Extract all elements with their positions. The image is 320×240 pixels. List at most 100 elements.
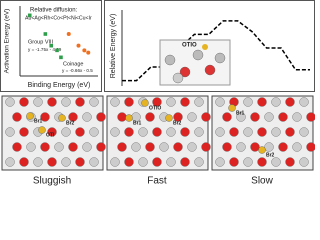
atom (12, 112, 22, 122)
panel-caption: Fast (147, 176, 167, 187)
atom (243, 97, 253, 107)
atom (124, 97, 134, 107)
atom (180, 97, 190, 107)
atom (26, 112, 34, 120)
atom (173, 112, 183, 122)
atom (152, 97, 162, 107)
atom (164, 54, 176, 66)
atom (222, 142, 232, 152)
atom (173, 142, 183, 152)
atom (47, 127, 57, 137)
atom (89, 97, 99, 107)
atom (19, 127, 29, 137)
legend-label: Coinage (63, 61, 84, 67)
point (82, 48, 87, 53)
atom (5, 97, 15, 107)
atom (258, 146, 266, 154)
atom (89, 127, 99, 137)
panel-caption: Slow (251, 176, 273, 187)
atom (26, 142, 36, 152)
atom (236, 142, 246, 152)
atom (159, 142, 169, 152)
atom (243, 127, 253, 137)
atom (264, 112, 274, 122)
atom (179, 66, 191, 78)
atom (192, 49, 204, 61)
atom-label: Br2 (66, 120, 75, 126)
point (59, 55, 63, 60)
atom (61, 97, 71, 107)
y-axis-label: Relative Energy (eV) (110, 14, 117, 79)
atom (61, 127, 71, 137)
atom (180, 157, 190, 167)
atom (131, 142, 141, 152)
atom (166, 127, 176, 137)
atom (33, 97, 43, 107)
atom (250, 142, 260, 152)
atom (201, 112, 211, 122)
inset-label: OTIO (182, 43, 197, 49)
atom (54, 142, 64, 152)
atom (257, 157, 267, 167)
atom (141, 99, 149, 107)
atom (271, 97, 281, 107)
atom (204, 64, 216, 76)
atom-label: Br2 (173, 120, 182, 126)
atom (12, 142, 22, 152)
atom (194, 97, 204, 107)
atom (58, 114, 66, 122)
atom (194, 157, 204, 167)
atom-label: OTI (46, 132, 55, 138)
atom (38, 126, 46, 134)
y-axis-label: Activation Energy (eV) (4, 9, 11, 74)
atom (117, 112, 127, 122)
annotation: y = -1.75x - 4.09 (28, 47, 62, 52)
atom (250, 112, 260, 122)
atom (152, 127, 162, 137)
atom (236, 112, 246, 122)
atom (124, 157, 134, 167)
atom (292, 142, 302, 152)
atom (299, 127, 309, 137)
atom (110, 97, 120, 107)
atom (40, 112, 50, 122)
atom (75, 127, 85, 137)
atom (138, 157, 148, 167)
point (66, 32, 71, 36)
atom-label: Br1 (34, 118, 43, 124)
atom (215, 127, 225, 137)
atom-label: Br1 (133, 120, 142, 126)
atom (278, 142, 288, 152)
x-axis-label: Binding Energy (eV) (28, 82, 91, 89)
atom (229, 127, 239, 137)
atom (264, 142, 274, 152)
atom (82, 142, 92, 152)
annotation: y = -0.66x - 0.5 (62, 68, 93, 73)
atom (299, 97, 309, 107)
atom-label: OTIO (149, 105, 161, 111)
point (86, 50, 91, 55)
atom (47, 157, 57, 167)
atom (187, 112, 197, 122)
atom (285, 157, 295, 167)
atom (96, 112, 106, 122)
atom (257, 127, 267, 137)
atom (75, 157, 85, 167)
atom (172, 72, 184, 84)
atom (19, 157, 29, 167)
inset (159, 39, 231, 86)
atom (166, 97, 176, 107)
atom (33, 157, 43, 167)
energy-line (122, 20, 310, 82)
point (49, 43, 53, 48)
atom (271, 127, 281, 137)
atom (68, 142, 78, 152)
panel-caption: Sluggish (33, 176, 71, 187)
point (43, 32, 48, 36)
atom (271, 157, 281, 167)
atom (215, 97, 225, 107)
atom (89, 157, 99, 167)
point (27, 13, 32, 18)
atom (202, 44, 208, 50)
annotation: Au<Ag<Rh<Co<Pt<Ni<Cu<Ir (25, 15, 92, 21)
